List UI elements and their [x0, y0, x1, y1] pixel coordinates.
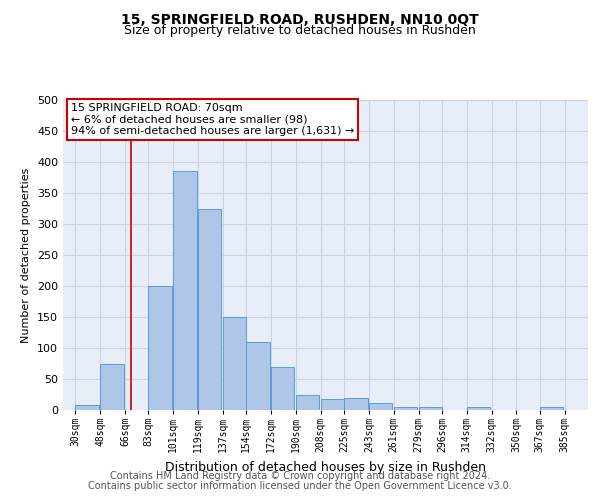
Bar	[76, 405, 99, 410]
Bar	[320, 399, 344, 410]
Bar	[223, 317, 246, 410]
Bar	[271, 366, 295, 410]
Bar	[148, 286, 172, 410]
Bar	[173, 172, 197, 410]
Text: Contains HM Land Registry data © Crown copyright and database right 2024.: Contains HM Land Registry data © Crown c…	[110, 471, 490, 481]
Bar	[344, 398, 368, 410]
Bar	[540, 407, 563, 410]
Bar	[369, 402, 392, 410]
Y-axis label: Number of detached properties: Number of detached properties	[22, 168, 31, 342]
X-axis label: Distribution of detached houses by size in Rushden: Distribution of detached houses by size …	[165, 460, 486, 473]
Bar	[246, 342, 269, 410]
Bar	[198, 208, 221, 410]
Bar	[100, 364, 124, 410]
Bar	[467, 407, 490, 410]
Bar	[296, 394, 319, 410]
Text: 15 SPRINGFIELD ROAD: 70sqm
← 6% of detached houses are smaller (98)
94% of semi-: 15 SPRINGFIELD ROAD: 70sqm ← 6% of detac…	[71, 103, 354, 136]
Bar	[394, 407, 417, 410]
Text: Size of property relative to detached houses in Rushden: Size of property relative to detached ho…	[124, 24, 476, 37]
Text: 15, SPRINGFIELD ROAD, RUSHDEN, NN10 0QT: 15, SPRINGFIELD ROAD, RUSHDEN, NN10 0QT	[121, 12, 479, 26]
Bar	[419, 407, 442, 410]
Text: Contains public sector information licensed under the Open Government Licence v3: Contains public sector information licen…	[88, 481, 512, 491]
